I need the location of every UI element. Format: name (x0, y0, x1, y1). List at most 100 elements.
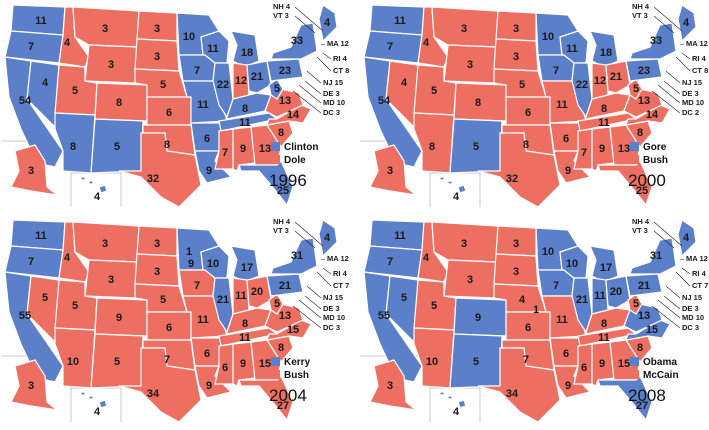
electoral-votes-az: 8 (429, 141, 435, 153)
callout-line-ri (681, 52, 691, 60)
electoral-votes-wy: 3 (108, 59, 114, 71)
callout-line-de (304, 80, 322, 95)
legend-swatch-dem (271, 357, 280, 366)
electoral-votes-fl: 25 (277, 185, 289, 197)
electoral-votes-ar: 6 (204, 348, 210, 360)
electoral-votes-ca: 54 (19, 95, 32, 107)
electoral-votes-ar: 6 (204, 133, 210, 145)
electoral-votes-hi: 4 (94, 191, 101, 203)
electoral-votes-mn: 1 (186, 246, 192, 258)
electoral-votes-hi: 4 (94, 406, 101, 418)
state-ny (270, 237, 318, 275)
electoral-votes-la: 9 (206, 380, 212, 392)
electoral-votes-mn2: 9 (188, 258, 194, 270)
election-year: 2008 (628, 386, 666, 405)
electoral-votes-me: 4 (324, 232, 331, 244)
state-pa (625, 58, 663, 82)
electoral-votes-ia: 7 (194, 280, 200, 292)
electoral-votes-ne: 5 (160, 79, 166, 91)
callout-line-nh (653, 6, 683, 32)
callout-line-ct (675, 56, 691, 72)
electoral-votes-ok: 7 (523, 354, 529, 366)
legend-label-rep: Bush (643, 155, 668, 166)
electoral-votes-tx: 34 (147, 388, 160, 400)
state-ak (369, 359, 419, 411)
callout-line-nj (306, 70, 322, 84)
electoral-votes-ny: 33 (291, 35, 303, 47)
state-ms (214, 343, 234, 385)
electoral-votes-ia: 7 (553, 280, 559, 292)
electoral-votes-pa: 21 (638, 280, 650, 292)
callout-nj: NJ 15 (682, 78, 702, 87)
state-ak (369, 144, 419, 196)
state-oh (246, 60, 272, 94)
electoral-votes-mt: 3 (102, 238, 108, 250)
callout-dc: DC 2 (682, 108, 699, 117)
electoral-votes-wv: 5 (274, 298, 280, 310)
electoral-votes-nv: 4 (401, 77, 408, 89)
callout-nj: NJ 15 (323, 78, 343, 87)
electoral-votes-oh: 20 (610, 286, 622, 298)
callout-line-nj (306, 285, 322, 299)
electoral-votes-sd: 3 (154, 51, 160, 63)
electoral-votes-sd: 3 (513, 51, 519, 63)
callout-ri: RI 4 (692, 269, 707, 278)
callout-de: DE 3 (682, 89, 699, 98)
state-me (318, 219, 338, 258)
callout-line-vt (294, 15, 316, 34)
electoral-votes-ar: 6 (563, 348, 569, 360)
electoral-votes-al: 9 (240, 143, 246, 155)
electoral-votes-mn: 10 (542, 31, 554, 43)
callout-ma: MA 12 (686, 254, 708, 263)
electoral-votes-ms: 7 (222, 147, 228, 159)
state-ak (10, 359, 60, 411)
electoral-votes-az: 10 (67, 356, 79, 368)
electoral-votes-ga: 13 (618, 143, 630, 155)
electoral-votes-mo: 11 (556, 99, 568, 111)
electoral-votes-al: 9 (240, 358, 246, 370)
electoral-votes-tn: 11 (239, 332, 251, 344)
state-ms (573, 343, 593, 385)
callout-vt: VT 3 (632, 11, 648, 20)
electoral-votes-wa: 11 (35, 15, 47, 27)
electoral-votes-wv: 5 (633, 298, 639, 310)
callout-nh: NH 4 (632, 2, 650, 11)
callout-line-ct (316, 271, 332, 287)
callout-line-vt (294, 230, 316, 249)
state-pa (266, 273, 304, 297)
state-hi (439, 176, 467, 194)
callout-line-nh (294, 221, 324, 247)
callout-de: DE 3 (323, 89, 340, 98)
callout-line-nj (665, 70, 681, 84)
state-hi (80, 391, 108, 409)
electoral-votes-mi: 17 (241, 262, 253, 274)
electoral-votes-or: 7 (387, 41, 393, 53)
electoral-votes-mo: 11 (556, 314, 568, 326)
electoral-votes-sc: 8 (278, 342, 284, 354)
state-ms (214, 128, 234, 170)
legend-label-rep: Dole (284, 155, 306, 166)
electoral-votes-ut: 5 (431, 300, 437, 312)
state-hi (80, 176, 108, 194)
callout-line-nh (294, 6, 324, 32)
callout-line-md (657, 84, 681, 104)
electoral-votes-il: 22 (217, 79, 229, 91)
electoral-votes-nc: 14 (287, 109, 300, 121)
electoral-votes-ny: 33 (650, 35, 662, 47)
electoral-votes-fl: 25 (636, 185, 648, 197)
electoral-votes-wv: 5 (274, 83, 280, 95)
electoral-votes-nm: 5 (114, 141, 120, 153)
electoral-votes-me: 4 (324, 17, 331, 29)
electoral-votes-co: 9 (116, 312, 122, 324)
legend-swatch-dem (271, 142, 280, 151)
callout-ma: MA 12 (327, 39, 349, 48)
electoral-votes-wi: 11 (207, 43, 219, 55)
legend-label-dem: Kerry (284, 357, 311, 368)
electoral-votes-mo: 11 (197, 99, 209, 111)
electoral-votes-va: 13 (279, 95, 291, 107)
electoral-votes-nm: 5 (473, 141, 479, 153)
electoral-votes-oh: 21 (251, 71, 263, 83)
callout-md: MD 10 (323, 98, 345, 107)
